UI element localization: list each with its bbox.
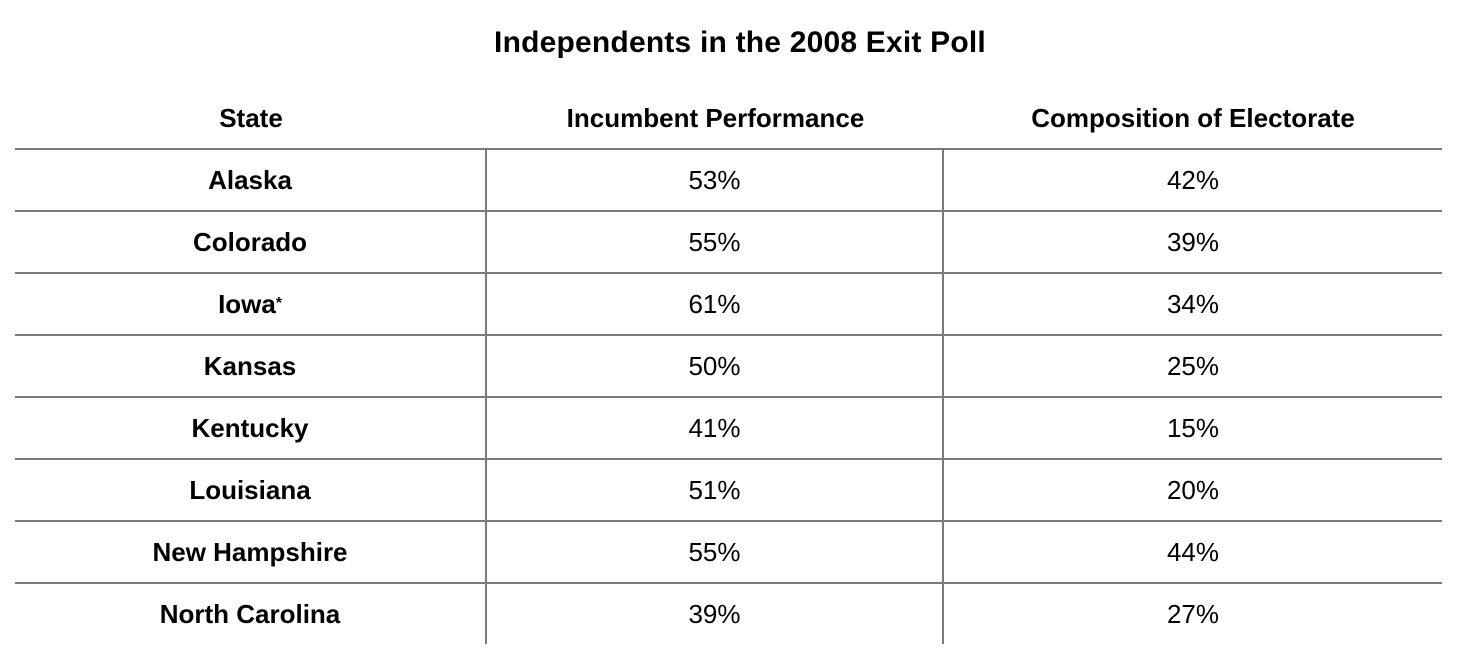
column-header-incumbent-performance: Incumbent Performance (566, 102, 865, 133)
table-row: North Carolina 39% 27% (15, 582, 1442, 644)
incumbent-performance-cell: 51% (487, 460, 944, 520)
composition-of-electorate-cell: 20% (1166, 474, 1220, 505)
composition-of-electorate-cell: 15% (1166, 412, 1220, 443)
header-row: State Incumbent Performance Composition … (15, 88, 1442, 148)
composition-of-electorate-cell: 25% (1166, 350, 1220, 381)
table-row: Kentucky 41% 15% (15, 396, 1442, 458)
composition-of-electorate-cell: 42% (1166, 164, 1220, 195)
state-cell: Iowa * (15, 274, 487, 334)
state-cell: New Hampshire (15, 522, 487, 582)
column-header-composition-of-electorate: Composition of Electorate (1031, 102, 1355, 133)
composition-of-electorate-cell: 34% (1166, 288, 1220, 319)
table-row: Kansas 50% 25% (15, 334, 1442, 396)
incumbent-performance-cell: 53% (487, 150, 944, 210)
state-label: North Carolina (159, 598, 341, 629)
table-body: Alaska 53% 42% Colorado 55% 39% Iowa * 61… (15, 148, 1442, 644)
state-cell: Kansas (15, 336, 487, 396)
composition-of-electorate-cell: 39% (1166, 226, 1220, 257)
page-title: Independents in the 2008 Exit Poll (494, 26, 986, 59)
state-cell: Kentucky (15, 398, 487, 458)
incumbent-performance-cell: 61% (487, 274, 944, 334)
incumbent-performance-cell: 39% (487, 584, 944, 644)
state-cell: Louisiana (15, 460, 487, 520)
column-header-state: State (219, 102, 283, 133)
incumbent-performance-cell: 55% (487, 212, 944, 272)
state-label: New Hampshire (152, 536, 348, 567)
table-row: New Hampshire 55% 44% (15, 520, 1442, 582)
table-row: Iowa * 61% 34% (15, 272, 1442, 334)
state-label: Colorado (192, 226, 308, 257)
state-label: Alaska (208, 164, 292, 195)
table-row: Colorado 55% 39% (15, 210, 1442, 272)
composition-of-electorate-cell: 44% (1166, 536, 1220, 567)
exit-poll-table: State Incumbent Performance Composition … (15, 88, 1442, 644)
state-label: Kansas (203, 350, 297, 381)
incumbent-performance-cell: 50% (487, 336, 944, 396)
incumbent-performance-cell: 55% (487, 522, 944, 582)
state-label: Kentucky (191, 412, 309, 443)
state-cell: Alaska (15, 150, 487, 210)
incumbent-performance-cell: 41% (487, 398, 944, 458)
state-cell: Colorado (15, 212, 487, 272)
table-row: Alaska 53% 42% (15, 150, 1442, 210)
table-row: Louisiana 51% 20% (15, 458, 1442, 520)
state-label: Iowa (218, 288, 276, 319)
state-label: Louisiana (189, 474, 311, 505)
composition-of-electorate-cell: 27% (1166, 598, 1220, 629)
state-cell: North Carolina (15, 584, 487, 644)
